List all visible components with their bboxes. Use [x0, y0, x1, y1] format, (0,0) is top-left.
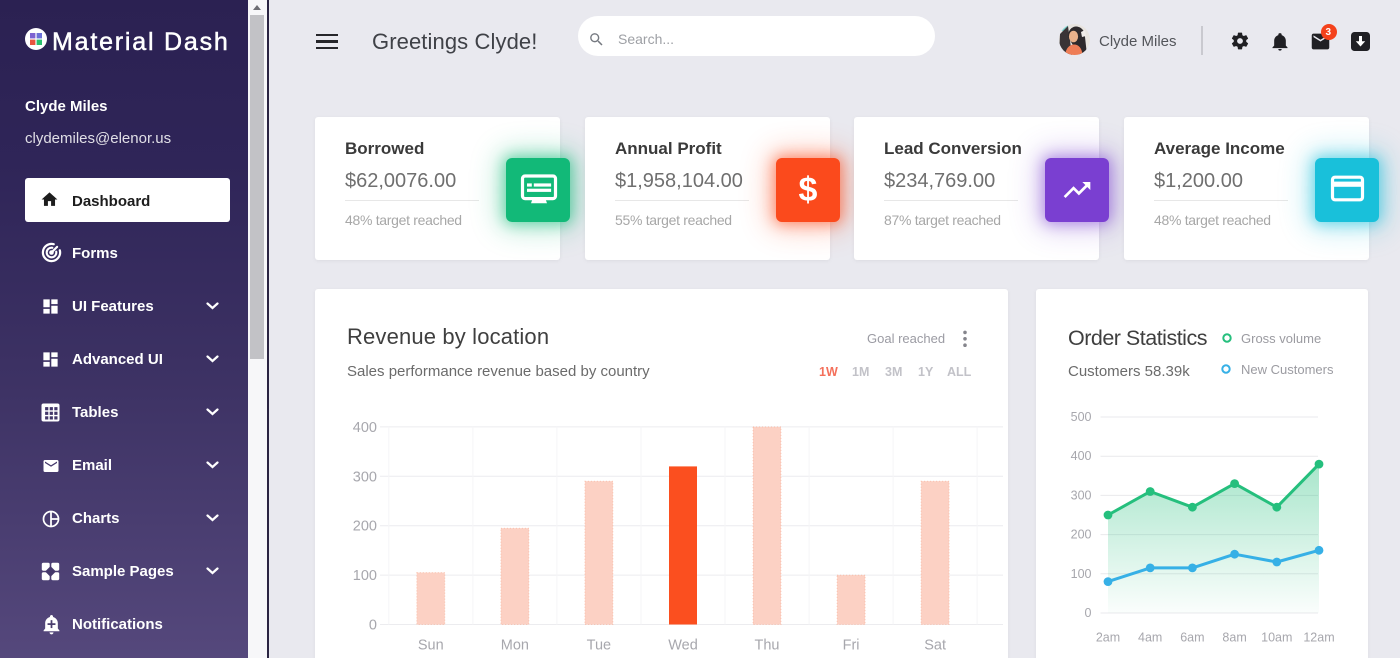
svg-text:Tue: Tue — [587, 638, 611, 654]
svg-text:200: 200 — [1071, 528, 1092, 542]
svg-text:200: 200 — [353, 519, 377, 535]
svg-text:100: 100 — [1071, 567, 1092, 581]
svg-text:Mon: Mon — [501, 638, 529, 654]
svg-text:4am: 4am — [1138, 631, 1162, 645]
svg-text:Fri: Fri — [843, 638, 860, 654]
svg-text:12am: 12am — [1303, 631, 1334, 645]
svg-text:400: 400 — [1071, 449, 1092, 463]
svg-text:100: 100 — [353, 568, 377, 584]
svg-text:6am: 6am — [1180, 631, 1204, 645]
svg-text:0: 0 — [369, 618, 377, 634]
svg-text:2am: 2am — [1096, 631, 1120, 645]
svg-text:500: 500 — [1071, 410, 1092, 424]
svg-text:300: 300 — [353, 469, 377, 485]
svg-text:10am: 10am — [1261, 631, 1292, 645]
svg-text:Thu: Thu — [755, 638, 780, 654]
svg-text:Sun: Sun — [418, 638, 444, 654]
svg-text:0: 0 — [1085, 606, 1092, 620]
svg-text:8am: 8am — [1222, 631, 1246, 645]
svg-text:Wed: Wed — [668, 638, 698, 654]
svg-text:Sat: Sat — [924, 638, 946, 654]
svg-text:300: 300 — [1071, 488, 1092, 502]
svg-text:400: 400 — [353, 420, 377, 436]
